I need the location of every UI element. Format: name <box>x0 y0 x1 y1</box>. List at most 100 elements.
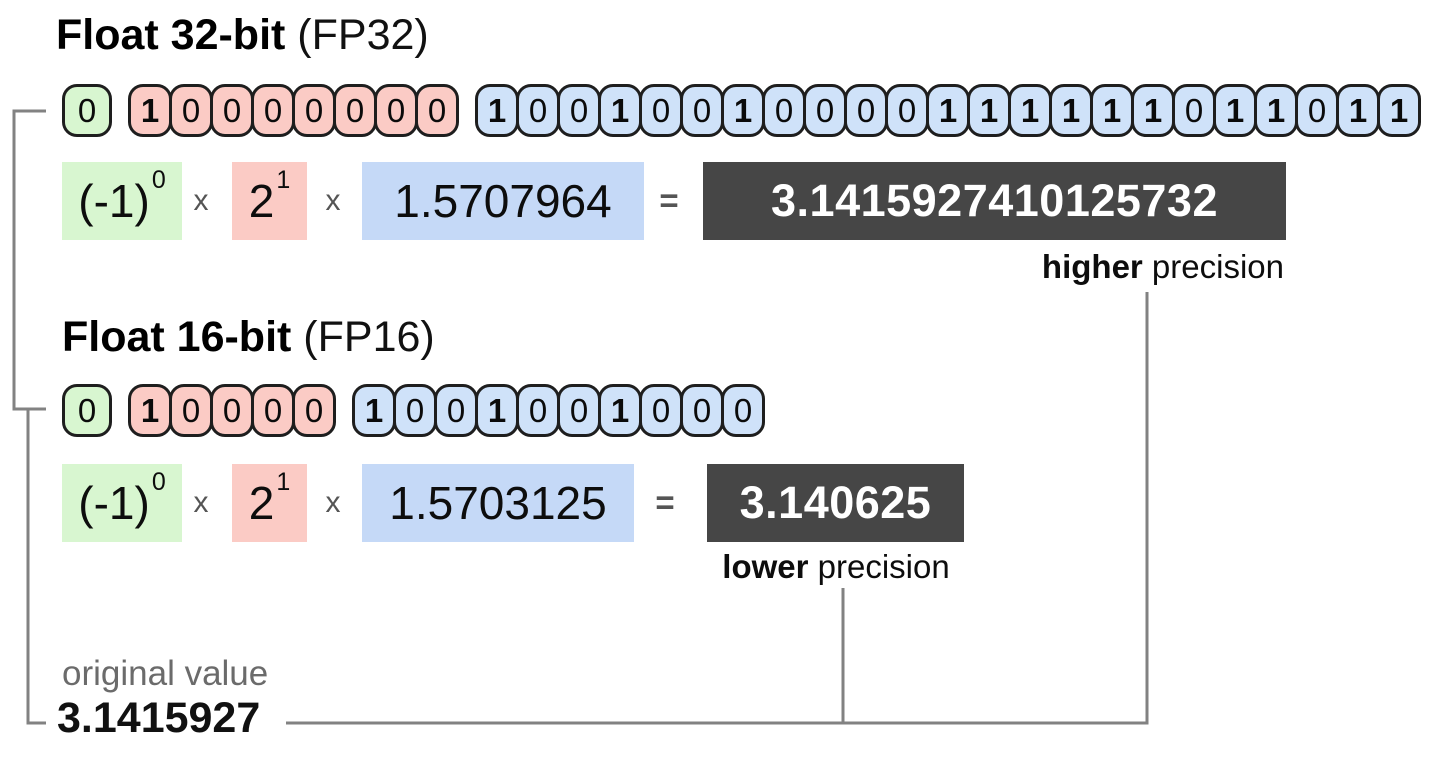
bit-cell: 0 <box>680 384 724 437</box>
higher-precision-connector-line <box>286 292 1149 725</box>
bit-cell: 0 <box>292 384 336 437</box>
fp16-sign-exponent: 0 <box>151 468 166 496</box>
bit-cell: 0 <box>333 84 377 137</box>
bit-cell: 1 <box>1090 84 1134 137</box>
bit-cell: 1 <box>1254 84 1298 137</box>
bit-cell: 1 <box>721 84 765 137</box>
fp32-sign-term: (-1) 0 <box>62 162 182 240</box>
fp16-multiply-sign-1: x <box>193 486 209 519</box>
bit-cell: 0 <box>680 84 724 137</box>
bit-cell: 0 <box>62 384 112 437</box>
bit-cell: 1 <box>128 384 172 437</box>
bit-cell: 0 <box>434 384 478 437</box>
bit-cell: 1 <box>598 384 642 437</box>
bit-cell: 0 <box>721 384 765 437</box>
fp16-exponent-power: 1 <box>276 468 291 496</box>
bit-cell: 0 <box>169 384 213 437</box>
original-value-number: 3.1415927 <box>57 694 261 742</box>
bit-cell: 0 <box>1172 84 1216 137</box>
fp32-mantissa-number: 1.5707964 <box>394 175 612 227</box>
bit-cell: 1 <box>1213 84 1257 137</box>
bit-cell: 1 <box>1131 84 1175 137</box>
bit-cell: 0 <box>393 384 437 437</box>
bit-cell: 0 <box>210 84 254 137</box>
fp16-title: Float 16-bit (FP16) <box>62 313 435 361</box>
bit-cell: 0 <box>844 84 888 137</box>
bit-cell: 0 <box>557 84 601 137</box>
fp16-mantissa-value: 1.5703125 <box>362 464 634 542</box>
fp32-precision-word: higher <box>1041 248 1143 285</box>
bit-cell: 0 <box>1295 84 1339 137</box>
fp32-result-value: 3.1415927410125732 <box>771 175 1218 226</box>
fp32-precision-rest: precision <box>1142 248 1284 285</box>
fp16-title-name: Float 16-bit <box>62 313 292 361</box>
bit-cell: 1 <box>967 84 1011 137</box>
original-value-label: original value <box>62 654 269 693</box>
fp16-exponent-base: 2 <box>248 477 275 529</box>
fp32-precision-label: higher precision <box>800 248 1284 286</box>
fp32-exponent-base: 2 <box>248 175 275 227</box>
bit-cell: 0 <box>62 84 112 137</box>
fp32-multiply-sign-1: x <box>193 184 209 217</box>
bit-cell: 1 <box>475 384 519 437</box>
fp32-sign-base: (-1) <box>78 175 150 227</box>
bit-cell: 0 <box>516 384 560 437</box>
bit-cell: 0 <box>210 384 254 437</box>
fp16-sign-base: (-1) <box>78 477 150 529</box>
fp32-multiply-sign-2: x <box>325 184 341 217</box>
bit-cell: 1 <box>475 84 519 137</box>
fp32-exponent-power: 1 <box>276 166 291 194</box>
bit-cell: 0 <box>639 84 683 137</box>
bit-cell: 0 <box>374 84 418 137</box>
fp16-precision-rest: precision <box>808 548 950 585</box>
bit-cell: 0 <box>415 84 459 137</box>
fp32-title: Float 32-bit (FP32) <box>56 11 429 59</box>
fp16-precision-label: lower precision <box>691 548 981 586</box>
fp32-title-suffix: (FP32) <box>297 11 429 59</box>
bit-cell: 0 <box>803 84 847 137</box>
bit-cell: 0 <box>885 84 929 137</box>
bit-cell: 1 <box>352 384 396 437</box>
bit-cell: 0 <box>516 84 560 137</box>
fp16-title-suffix: (FP16) <box>303 313 435 361</box>
fp16-precision-word: lower <box>722 548 809 585</box>
fp16-mantissa-number: 1.5703125 <box>389 477 607 529</box>
bit-cell: 0 <box>251 384 295 437</box>
bracket-fp32-fp16-line <box>12 109 46 411</box>
bit-cell: 1 <box>1008 84 1052 137</box>
bit-cell: 0 <box>251 84 295 137</box>
fp32-result-box: 3.1415927410125732 <box>703 162 1286 240</box>
fp16-result-value: 3.140625 <box>739 477 932 528</box>
bit-cell: 1 <box>926 84 970 137</box>
bit-cell: 0 <box>639 384 683 437</box>
fp16-equals-sign: = <box>655 484 675 521</box>
bit-cell: 1 <box>1377 84 1421 137</box>
bit-cell: 1 <box>128 84 172 137</box>
original-value-connector-line <box>26 409 46 725</box>
fp16-multiply-sign-2: x <box>325 486 341 519</box>
bit-cell: 1 <box>598 84 642 137</box>
bit-cell: 1 <box>1336 84 1380 137</box>
bit-cell: 0 <box>762 84 806 137</box>
fp32-mantissa-value: 1.5707964 <box>362 162 644 240</box>
bit-cell: 0 <box>557 384 601 437</box>
fp32-sign-bit-group: 0 <box>62 84 112 137</box>
fp32-sign-exponent: 0 <box>151 166 166 194</box>
fp32-title-name: Float 32-bit <box>56 11 286 59</box>
bit-cell: 1 <box>1049 84 1093 137</box>
bit-cell: 0 <box>169 84 213 137</box>
fp16-sign-bit-group: 0 <box>62 384 112 437</box>
fp32-equals-sign: = <box>659 182 679 219</box>
bit-cell: 0 <box>292 84 336 137</box>
fp16-sign-term: (-1) 0 <box>62 464 182 542</box>
